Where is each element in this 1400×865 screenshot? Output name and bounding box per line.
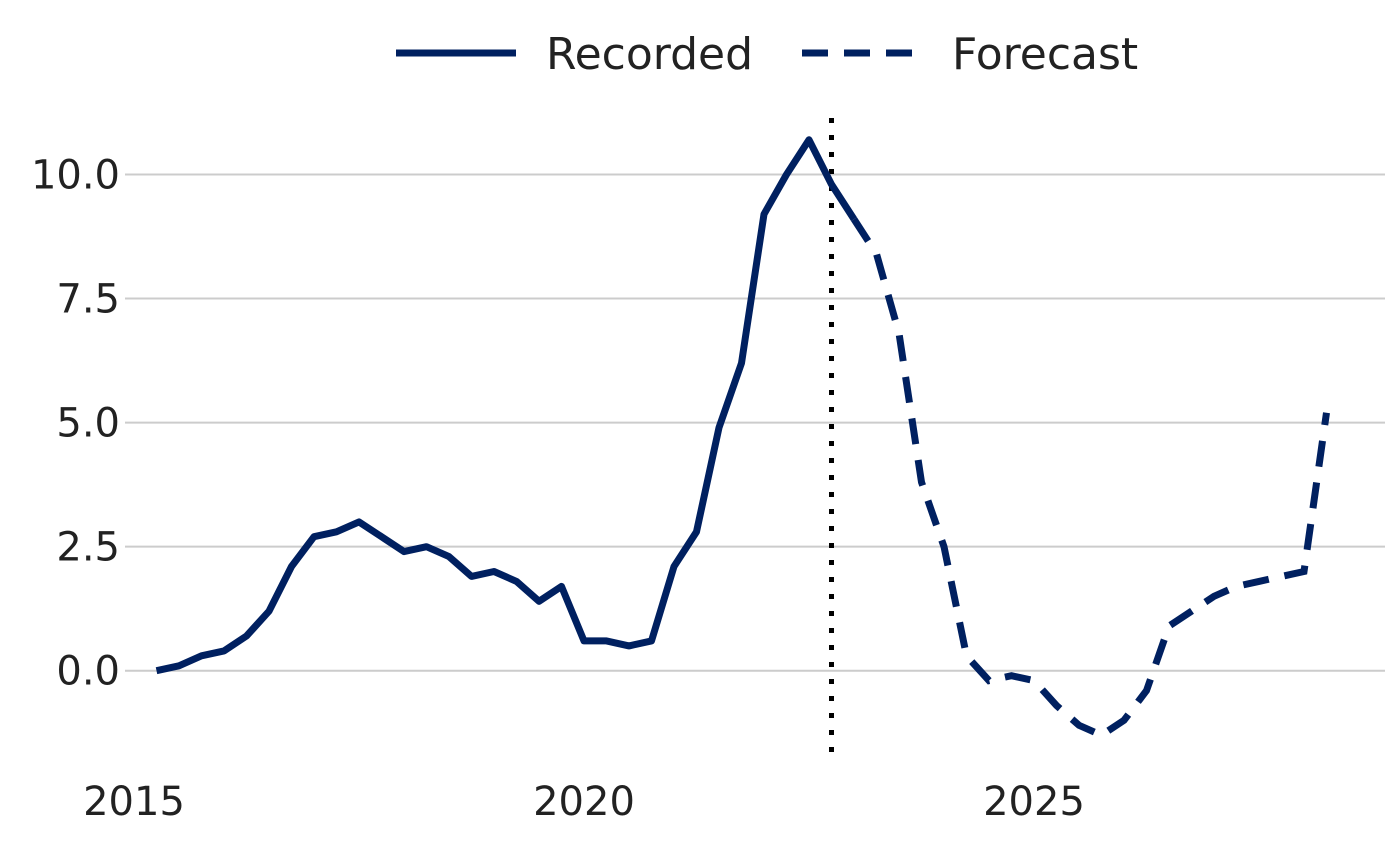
x-tick-label: 2020 — [533, 779, 635, 825]
y-tick-label: 10.0 — [31, 153, 120, 199]
series-lines — [155, 136, 1330, 740]
gridlines — [125, 173, 1385, 672]
y-tick-label: 5.0 — [56, 401, 120, 447]
legend-label-recorded: Recorded — [546, 29, 753, 80]
y-tick-label: 2.5 — [56, 525, 120, 571]
x-tick-label: 2025 — [983, 779, 1085, 825]
y-tick-label: 0.0 — [56, 649, 120, 695]
y-tick-label: 7.5 — [56, 277, 120, 323]
legend: Recorded Forecast — [396, 29, 1138, 80]
legend-label-forecast: Forecast — [952, 29, 1138, 80]
series-line-recorded — [155, 136, 857, 675]
y-axis-tick-labels: 0.0 2.5 5.0 7.5 10.0 — [31, 153, 120, 695]
x-axis-tick-labels: 2015 2020 2025 — [83, 779, 1085, 825]
x-tick-label: 2015 — [83, 779, 185, 825]
series-line-forecast — [851, 217, 1330, 740]
